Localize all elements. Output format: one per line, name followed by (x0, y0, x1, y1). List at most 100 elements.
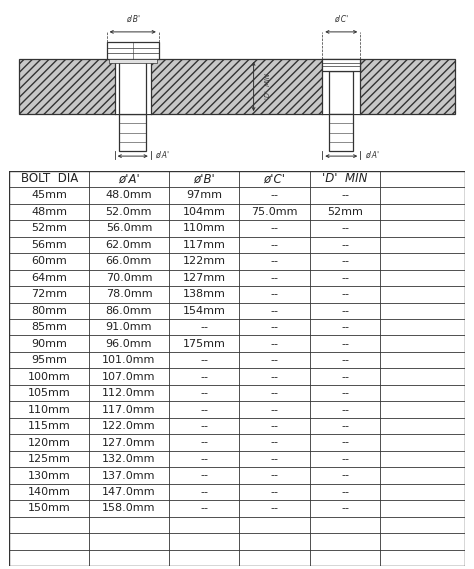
Text: 80mm: 80mm (31, 306, 67, 316)
Text: 60mm: 60mm (31, 256, 67, 266)
Text: 48mm: 48mm (31, 207, 67, 217)
Text: 90mm: 90mm (31, 339, 67, 349)
Text: 100mm: 100mm (28, 372, 71, 382)
Text: 130mm: 130mm (28, 471, 71, 481)
Text: --: -- (341, 454, 349, 464)
Text: BOLT  DIA: BOLT DIA (21, 172, 78, 185)
Text: 96.0mm: 96.0mm (106, 339, 152, 349)
Text: --: -- (341, 504, 349, 513)
Text: 138mm: 138mm (182, 289, 226, 299)
Text: --: -- (200, 504, 208, 513)
Text: 45mm: 45mm (31, 191, 67, 200)
Text: --: -- (271, 438, 279, 448)
Text: --: -- (271, 421, 279, 431)
Text: --: -- (271, 289, 279, 299)
Text: 150mm: 150mm (28, 504, 71, 513)
Text: --: -- (271, 306, 279, 316)
Text: --: -- (341, 487, 349, 497)
Text: 122.0mm: 122.0mm (102, 421, 156, 431)
Text: 70.0mm: 70.0mm (106, 273, 152, 283)
Text: 78.0mm: 78.0mm (106, 289, 152, 299)
Text: 85mm: 85mm (31, 322, 67, 332)
Text: --: -- (341, 438, 349, 448)
Text: 127.0mm: 127.0mm (102, 438, 156, 448)
Text: --: -- (200, 438, 208, 448)
Text: 120mm: 120mm (28, 438, 71, 448)
Text: 147.0mm: 147.0mm (102, 487, 156, 497)
Text: --: -- (271, 405, 279, 415)
Text: 104mm: 104mm (182, 207, 226, 217)
Bar (329, 71, 353, 114)
Bar (119, 59, 146, 114)
Text: 158.0mm: 158.0mm (102, 504, 155, 513)
Text: 107.0mm: 107.0mm (102, 372, 155, 382)
Text: 122mm: 122mm (182, 256, 226, 266)
Text: --: -- (341, 191, 349, 200)
Text: --: -- (271, 372, 279, 382)
Text: 105mm: 105mm (28, 388, 71, 398)
Bar (329, 114, 353, 151)
Text: 112.0mm: 112.0mm (102, 388, 155, 398)
Text: --: -- (200, 454, 208, 464)
Bar (322, 59, 360, 114)
Text: 125mm: 125mm (28, 454, 71, 464)
Text: ø'A': ø'A' (118, 172, 140, 185)
Text: 95mm: 95mm (31, 355, 67, 365)
Text: 91.0mm: 91.0mm (106, 322, 152, 332)
Text: --: -- (341, 405, 349, 415)
Text: 132.0mm: 132.0mm (102, 454, 155, 464)
Text: --: -- (341, 372, 349, 382)
Text: 115mm: 115mm (28, 421, 71, 431)
Text: --: -- (341, 421, 349, 431)
Text: 140mm: 140mm (28, 487, 71, 497)
Text: 72mm: 72mm (31, 289, 67, 299)
Bar (109, 59, 157, 63)
Text: 97mm: 97mm (186, 191, 222, 200)
Bar (19, 59, 455, 114)
Bar (322, 59, 360, 71)
Text: --: -- (271, 339, 279, 349)
Text: --: -- (200, 405, 208, 415)
Text: 52.0mm: 52.0mm (106, 207, 152, 217)
Text: 52mm: 52mm (327, 207, 363, 217)
Bar (119, 114, 146, 151)
Text: --: -- (271, 504, 279, 513)
Text: --: -- (271, 322, 279, 332)
Text: 64mm: 64mm (31, 273, 67, 283)
Text: 66.0mm: 66.0mm (106, 256, 152, 266)
Text: 86.0mm: 86.0mm (106, 306, 152, 316)
Text: 56mm: 56mm (31, 240, 67, 250)
Text: --: -- (341, 256, 349, 266)
Text: --: -- (341, 339, 349, 349)
Text: ø'C': ø'C' (264, 172, 285, 185)
Text: 137.0mm: 137.0mm (102, 471, 155, 481)
Text: --: -- (271, 273, 279, 283)
Text: --: -- (341, 322, 349, 332)
Text: 117mm: 117mm (182, 240, 226, 250)
Text: --: -- (200, 388, 208, 398)
Text: --: -- (271, 191, 279, 200)
Text: --: -- (271, 355, 279, 365)
Text: --: -- (200, 421, 208, 431)
Text: 127mm: 127mm (182, 273, 226, 283)
Text: 'D'  MIN: 'D' MIN (265, 73, 272, 100)
Text: --: -- (271, 240, 279, 250)
Text: --: -- (341, 388, 349, 398)
Text: 62.0mm: 62.0mm (106, 240, 152, 250)
Text: --: -- (271, 256, 279, 266)
Text: 52mm: 52mm (31, 224, 67, 233)
Text: --: -- (200, 471, 208, 481)
Text: --: -- (341, 240, 349, 250)
Text: 'D'  MIN: 'D' MIN (322, 172, 368, 185)
Text: --: -- (341, 306, 349, 316)
Text: --: -- (200, 372, 208, 382)
Text: 56.0mm: 56.0mm (106, 224, 152, 233)
Text: --: -- (341, 289, 349, 299)
Text: --: -- (271, 454, 279, 464)
Text: --: -- (271, 471, 279, 481)
Text: 117.0mm: 117.0mm (102, 405, 155, 415)
Text: 110mm: 110mm (28, 405, 71, 415)
Bar (107, 42, 159, 59)
Bar (115, 59, 151, 114)
Text: 110mm: 110mm (182, 224, 225, 233)
